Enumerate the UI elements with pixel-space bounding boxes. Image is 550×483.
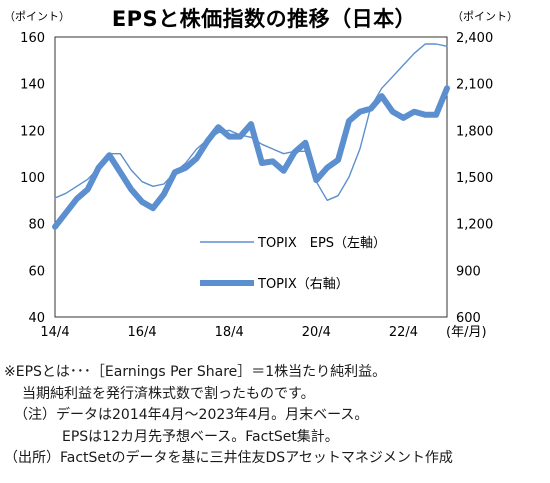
legend-label-topix: TOPIX（右軸） [257, 277, 349, 292]
left-axis: 40 60 80 100 120 140 160 [20, 31, 45, 326]
x-tick-label: 20/4 [302, 325, 331, 340]
right-tick-label: 1,800 [456, 124, 493, 139]
right-tick-label: 600 [456, 311, 481, 326]
notes: ※EPSとは･･･［Earnings Per Share］＝1株当たり純利益。 … [4, 362, 550, 470]
left-axis-unit: （ポイント） [4, 10, 70, 23]
right-tick-label: 2,100 [456, 78, 493, 93]
note-eps-definition-2: 当期純利益を発行済株式数で割ったものです。 [22, 385, 315, 402]
note-eps-basis: EPSは12カ月先予想ベース。FactSet集計。 [62, 428, 339, 445]
left-tick-label: 40 [28, 311, 45, 326]
legend-label-eps: TOPIX EPS（左軸） [257, 236, 386, 251]
right-axis: 600 900 1,200 1,500 1,800 2,100 2,400 [456, 31, 493, 326]
right-tick-label: 1,200 [456, 218, 493, 233]
left-tick-label: 160 [20, 31, 45, 46]
x-axis: 14/4 16/4 18/4 20/4 22/4 [40, 325, 418, 340]
x-tick-label: 14/4 [40, 325, 69, 340]
note-data-period: （注）データは2014年4月～2023年4月。月末ベース。 [14, 407, 369, 423]
right-tick-label: 1,500 [456, 171, 493, 186]
series-line-topix [52, 85, 450, 230]
series-line-eps [54, 43, 448, 202]
right-tick-label: 2,400 [456, 31, 493, 46]
left-tick-label: 120 [20, 124, 45, 139]
x-axis-unit: (年/月) [446, 325, 487, 340]
x-tick-label: 18/4 [215, 325, 244, 340]
right-tick-label: 900 [456, 264, 481, 279]
left-tick-label: 80 [28, 218, 45, 233]
x-tick-label: 22/4 [389, 325, 418, 340]
chart-title: EPSと株価指数の推移（日本） [112, 7, 416, 31]
legend: TOPIX EPS（左軸） TOPIX（右軸） [200, 236, 386, 292]
plot-area [54, 36, 448, 318]
left-tick-label: 140 [20, 78, 45, 93]
eps-chart: EPSと株価指数の推移（日本） （ポイント） （ポイント） 40 60 80 100 1… [4, 7, 518, 340]
series-layer [52, 43, 450, 230]
note-eps-definition: ※EPSとは･･･［Earnings Per Share］＝1株当たり純利益。 [4, 364, 387, 380]
note-source: （出所）FactSetのデータを基に三井住友DSアセットマネジメント作成 [4, 450, 453, 466]
left-tick-label: 60 [28, 264, 45, 279]
left-tick-label: 100 [20, 171, 45, 186]
x-tick-label: 16/4 [128, 325, 157, 340]
right-axis-unit: （ポイント） [452, 10, 518, 23]
